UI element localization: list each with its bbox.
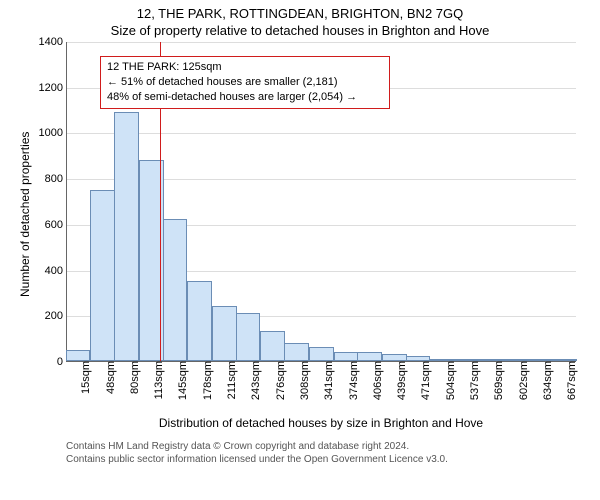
x-tick-label: 602sqm [516, 361, 530, 400]
x-tick-label: 406sqm [370, 361, 384, 400]
x-tick-label: 178sqm [200, 361, 214, 400]
histogram-bar [90, 190, 115, 361]
annotation-line-1: 12 THE PARK: 125sqm [107, 60, 383, 75]
annotation-line-2: ← 51% of detached houses are smaller (2,… [107, 75, 383, 90]
x-tick-label: 145sqm [175, 361, 189, 400]
title-line-1: 12, THE PARK, ROTTINGDEAN, BRIGHTON, BN2… [0, 6, 600, 23]
x-tick-label: 15sqm [78, 361, 92, 394]
x-axis-label: Distribution of detached houses by size … [66, 416, 576, 430]
y-tick-label: 1400 [39, 36, 67, 48]
x-tick-label: 634sqm [540, 361, 554, 400]
footer: Contains HM Land Registry data © Crown c… [66, 440, 448, 466]
histogram-bar [114, 112, 139, 361]
x-tick-label: 537sqm [467, 361, 481, 400]
title-line-2: Size of property relative to detached ho… [0, 23, 600, 40]
y-tick-label: 1200 [39, 82, 67, 94]
x-tick-label: 374sqm [346, 361, 360, 400]
histogram-bar [284, 343, 309, 361]
x-tick-label: 439sqm [394, 361, 408, 400]
x-tick-label: 243sqm [248, 361, 262, 400]
histogram-bar [309, 347, 334, 361]
grid-line [67, 133, 576, 134]
footer-line-1: Contains HM Land Registry data © Crown c… [66, 440, 448, 453]
histogram-bar [334, 352, 359, 361]
x-tick-label: 80sqm [127, 361, 141, 394]
y-tick-label: 600 [45, 219, 67, 231]
histogram-bar [236, 313, 261, 361]
histogram-bar [66, 350, 91, 361]
x-tick-label: 341sqm [321, 361, 335, 400]
y-tick-label: 800 [45, 173, 67, 185]
x-tick-label: 667sqm [564, 361, 578, 400]
annotation-box: 12 THE PARK: 125sqm ← 51% of detached ho… [100, 56, 390, 109]
title-block: 12, THE PARK, ROTTINGDEAN, BRIGHTON, BN2… [0, 0, 600, 40]
y-tick-label: 1000 [39, 127, 67, 139]
histogram-bar [382, 354, 407, 361]
x-tick-label: 211sqm [224, 361, 238, 399]
x-tick-label: 276sqm [273, 361, 287, 400]
grid-line [67, 42, 576, 43]
x-tick-label: 471sqm [418, 361, 432, 400]
y-axis-label: Number of detached properties [18, 132, 32, 297]
x-tick-label: 48sqm [103, 361, 117, 394]
footer-line-2: Contains public sector information licen… [66, 453, 448, 466]
x-tick-label: 308sqm [297, 361, 311, 400]
histogram-bar [260, 331, 285, 361]
x-tick-label: 113sqm [151, 361, 165, 399]
histogram-bar [212, 306, 237, 361]
y-tick-label: 200 [45, 310, 67, 322]
y-tick-label: 400 [45, 265, 67, 277]
histogram-bar [187, 281, 212, 361]
histogram-bar [357, 352, 382, 361]
annotation-line-3: 48% of semi-detached houses are larger (… [107, 90, 383, 105]
histogram-bar [163, 219, 188, 361]
x-tick-label: 504sqm [443, 361, 457, 400]
chart-container: 12, THE PARK, ROTTINGDEAN, BRIGHTON, BN2… [0, 0, 600, 500]
x-tick-label: 569sqm [491, 361, 505, 400]
